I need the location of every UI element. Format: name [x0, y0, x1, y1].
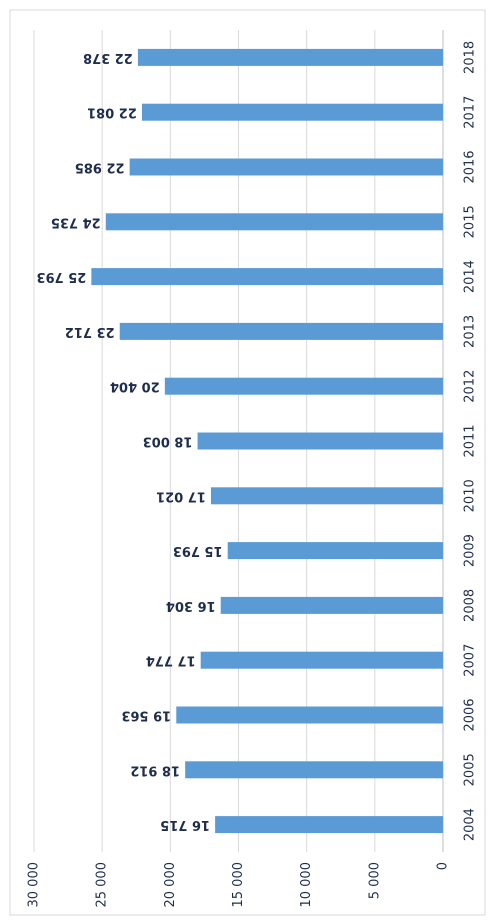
x-tick-label: 2014 — [463, 260, 478, 293]
x-tick-label: 2016 — [463, 150, 478, 183]
x-tick-label: 2005 — [463, 753, 478, 786]
x-tick-label: 2009 — [463, 534, 478, 567]
chart-frame — [9, 9, 486, 916]
bar — [105, 213, 443, 231]
bar — [197, 432, 443, 450]
data-label: 20 404 — [110, 379, 160, 394]
y-tick-label: 5 000 — [367, 862, 382, 899]
bar — [210, 487, 443, 505]
y-tick-label: 15 000 — [231, 862, 246, 908]
x-tick-label: 2015 — [463, 205, 478, 238]
bar — [119, 322, 443, 340]
y-tick-label: 30 000 — [27, 862, 42, 908]
data-label: 17 021 — [156, 488, 206, 503]
data-label: 18 003 — [143, 434, 193, 449]
data-label: 25 793 — [36, 269, 86, 284]
data-label: 22 081 — [87, 105, 137, 120]
data-label: 17 774 — [146, 653, 196, 668]
data-label: 16 715 — [160, 817, 210, 832]
x-tick-label: 2013 — [463, 315, 478, 348]
data-label: 15 793 — [173, 543, 223, 558]
x-tick-label: 2012 — [463, 370, 478, 403]
x-tick-label: 2008 — [463, 589, 478, 622]
data-label: 23 712 — [65, 324, 115, 339]
data-label: 16 304 — [166, 598, 216, 613]
data-label: 24 735 — [51, 214, 101, 229]
x-tick-label: 2018 — [463, 41, 478, 74]
bar — [141, 103, 443, 121]
bar — [227, 542, 443, 560]
x-tick-label: 2011 — [463, 424, 478, 457]
x-tick-label: 2010 — [463, 479, 478, 512]
data-label: 18 912 — [130, 762, 180, 777]
bar — [91, 268, 443, 286]
y-tick-label: 20 000 — [163, 862, 178, 908]
bar — [220, 596, 443, 614]
y-tick-label: 0 — [436, 862, 451, 870]
data-label: 22 985 — [75, 160, 125, 175]
bar — [185, 761, 444, 779]
bar — [200, 651, 443, 669]
bar — [164, 377, 443, 395]
y-tick-label: 10 000 — [299, 862, 314, 908]
bar — [215, 816, 443, 834]
x-tick-label: 2006 — [463, 698, 478, 731]
x-tick-label: 2007 — [463, 644, 478, 677]
bar — [176, 706, 443, 724]
bar — [129, 158, 444, 176]
data-label: 19 563 — [121, 708, 171, 723]
y-tick-label: 25 000 — [95, 862, 110, 908]
x-tick-label: 2017 — [463, 96, 478, 129]
bar — [137, 48, 443, 66]
data-label: 22 378 — [83, 50, 133, 65]
x-tick-label: 2004 — [463, 808, 478, 841]
